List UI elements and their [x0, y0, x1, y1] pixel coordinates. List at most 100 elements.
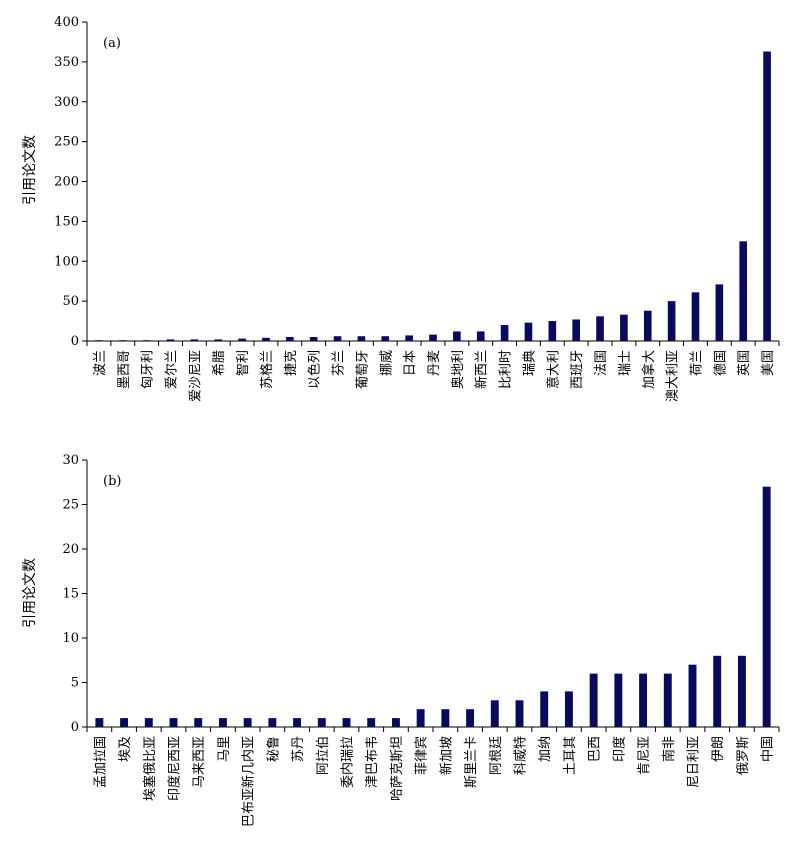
panel-a-bar — [524, 322, 533, 341]
panel-b-bar — [737, 655, 746, 727]
panel-b-bar — [540, 691, 549, 727]
panel-b-y-tick-label: 30 — [62, 453, 79, 468]
panel-b-category-label: 马来西亚 — [192, 736, 207, 788]
panel-a-y-tick-label: 250 — [54, 135, 79, 150]
panel-a-bar — [476, 331, 485, 341]
panel-a-label: (a) — [103, 36, 121, 51]
panel-a-category-label: 挪威 — [379, 350, 394, 376]
panel-b-bar — [515, 700, 524, 727]
panel-a-bar — [429, 334, 437, 341]
panel-b-y-tick-label: 5 — [71, 676, 79, 691]
panel-b-category-label: 中国 — [761, 736, 776, 762]
panel-a-category-label: 加拿大 — [641, 350, 657, 389]
panel-a-bar — [214, 339, 223, 341]
panel-a-category-label: 意大利 — [545, 350, 561, 389]
panel-a-bar — [309, 337, 318, 341]
panel-b-bar — [663, 673, 672, 727]
panel-b-category-label: 新加坡 — [438, 736, 454, 775]
panel-b-category-label: 科威特 — [514, 736, 529, 775]
panel-b-category-label: 津巴布韦 — [365, 736, 380, 788]
panel-b-y-tick-label: 15 — [62, 587, 79, 602]
panel-a-y-tick-label: 350 — [54, 55, 79, 70]
panel-a-category-label: 日本 — [403, 350, 418, 376]
panel-a-y-tick-label: 400 — [54, 15, 79, 30]
panel-a-y-tick-label: 150 — [54, 214, 79, 229]
panel-a-bar — [715, 284, 724, 341]
panel-a-category-label: 新西兰 — [474, 350, 490, 389]
panel-b-category-label: 埃及 — [118, 736, 133, 762]
panel-a-category-label: 智利 — [236, 350, 251, 376]
panel-b-y-tick-label: 10 — [62, 631, 79, 646]
panel-a-category-label: 荷兰 — [689, 350, 704, 376]
panel-b-bar — [589, 673, 598, 727]
panel-b-bar — [416, 709, 425, 727]
panel-a-bar — [620, 314, 628, 341]
panel-b-category-label: 孟加拉国 — [93, 736, 108, 788]
panel-a-category-label: 苏格兰 — [259, 350, 275, 389]
panel-a-bar — [739, 241, 748, 341]
panel-b-bar — [466, 709, 475, 727]
panel-a-category-label: 爱沙尼亚 — [188, 350, 203, 402]
panel-b-category-label: 加纳 — [538, 736, 553, 762]
panel-b-bar — [268, 718, 277, 727]
panel-b-category-label: 委内瑞拉 — [340, 736, 356, 788]
panel-b-category-label: 印度 — [611, 736, 627, 762]
panel-a-category-label: 德国 — [713, 350, 728, 376]
panel-b-category-label: 俄罗斯 — [736, 736, 751, 775]
panel-b-y-tick-label: 0 — [71, 720, 79, 735]
panel-b-bar — [688, 664, 697, 727]
panel-a-category-label: 奥地利 — [451, 350, 466, 389]
panel-a-bar — [286, 337, 294, 341]
panel-a-bar — [763, 51, 771, 341]
panel-b-bar — [639, 673, 648, 727]
panel-a-category-label: 匈牙利 — [141, 350, 156, 389]
panel-a-bar — [166, 339, 175, 341]
panel-a-category-label: 西班牙 — [570, 350, 585, 389]
panel-b-category-label: 伊朗 — [711, 736, 726, 762]
panel-b-category-label: 尼日利亚 — [687, 736, 702, 788]
panel-b-category-label: 苏丹 — [290, 736, 306, 762]
panel-a-y-tick-label: 100 — [54, 254, 79, 269]
panel-a-y-tick-label: 50 — [62, 294, 79, 309]
panel-b-category-label: 菲律宾 — [414, 736, 430, 775]
panel-a-category-label: 波兰 — [93, 350, 108, 376]
panel-a-bar — [643, 310, 652, 341]
panel-a-category-label: 瑞典 — [522, 350, 537, 376]
panel-b-bar — [367, 718, 376, 727]
panel-a-category-label: 法国 — [594, 350, 609, 376]
panel-a-bar — [357, 336, 366, 341]
panel-b-bar — [243, 718, 252, 727]
panel-b-bar — [441, 709, 450, 727]
panel-a-y-tick-label: 0 — [71, 334, 79, 349]
panel-a-category-label: 墨西哥 — [117, 350, 132, 389]
panel-b-bar — [391, 718, 400, 727]
panel-a-y-tick-label: 200 — [54, 175, 79, 190]
panel-a-category-label: 丹麦 — [427, 350, 442, 376]
panel-b-bar — [713, 655, 722, 727]
panel-a-bar — [572, 319, 580, 341]
panel-b-category-label: 南非 — [661, 736, 677, 762]
panel-a-category-label: 美国 — [761, 350, 776, 376]
panel-b-y-tick-label: 20 — [62, 542, 79, 557]
panel-b-category-label: 斯里兰卡 — [464, 736, 479, 788]
panel-b-bar — [95, 718, 104, 727]
panel-a-category-label: 捷克 — [284, 350, 299, 376]
panel-b-category-label: 埃塞俄比亚 — [142, 736, 158, 801]
panel-b-label: (b) — [103, 474, 121, 489]
panel-b-bar — [490, 700, 499, 727]
panel-a-category-label: 瑞士 — [618, 350, 633, 376]
panel-a-y-tick-label: 300 — [54, 95, 79, 110]
panel-b-y-tick-label: 25 — [62, 498, 79, 513]
panel-b-bar — [218, 718, 227, 727]
panel-b-category-label: 阿根廷 — [489, 736, 504, 775]
panel-b-bar — [614, 673, 623, 727]
panel-b-category-label: 马里 — [217, 736, 232, 762]
panel-b-bar — [144, 718, 153, 727]
panel-a-category-label: 英国 — [737, 350, 752, 376]
panel-a-bar — [596, 316, 604, 341]
panel-a-bar — [405, 335, 413, 341]
panel-a-category-label: 比利时 — [499, 350, 514, 389]
panel-a-bar — [453, 331, 461, 341]
